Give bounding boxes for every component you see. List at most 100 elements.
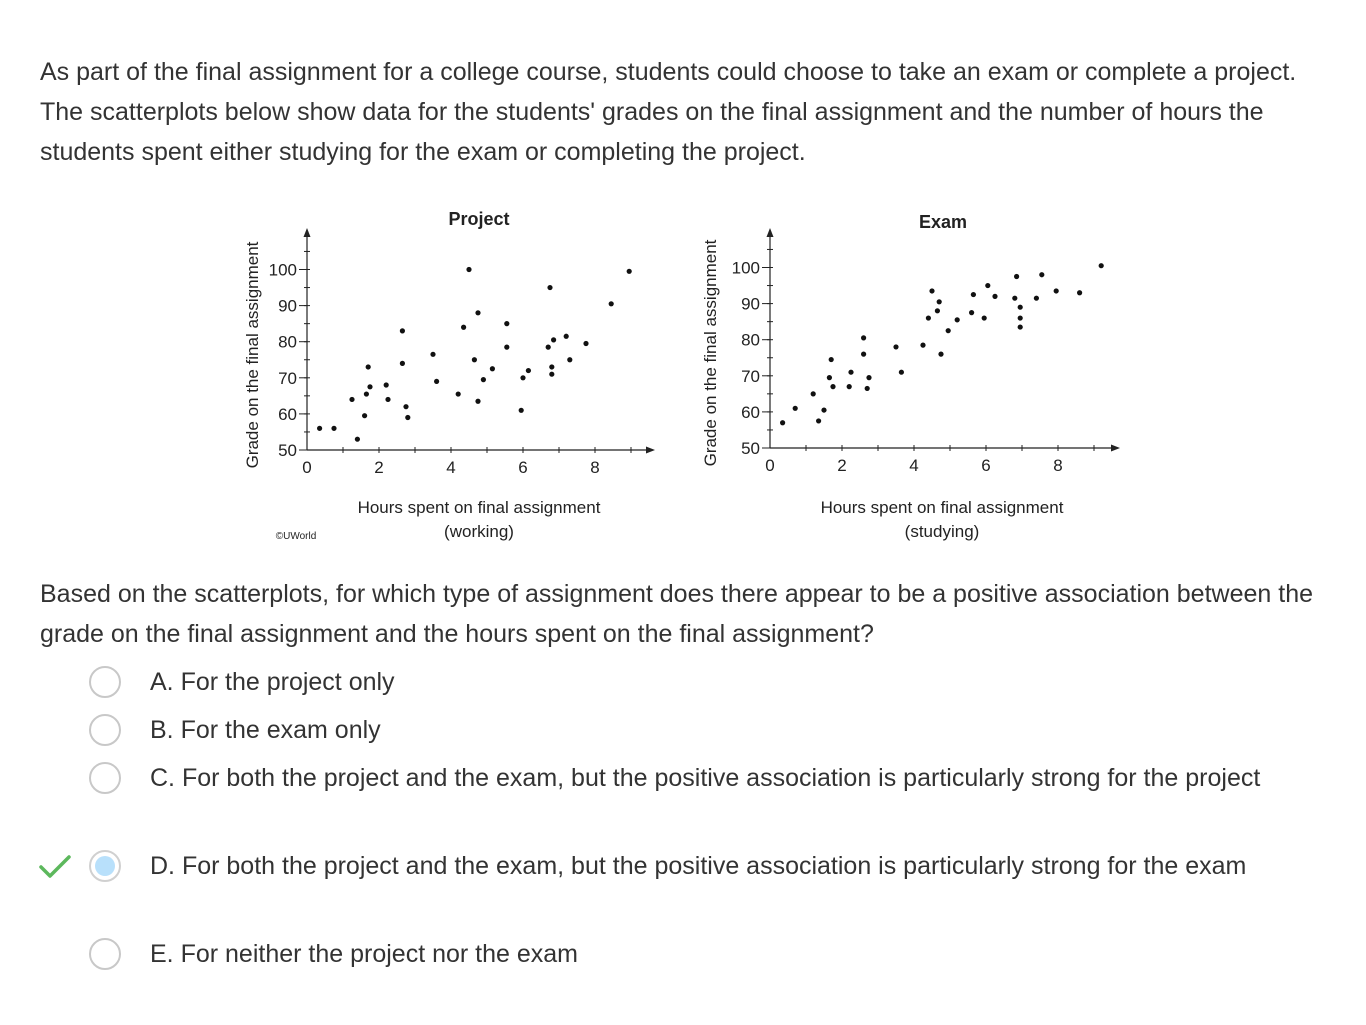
chart-exam-point	[861, 351, 867, 357]
chart-exam-point	[866, 375, 872, 381]
chart-project-point	[563, 333, 569, 339]
chart-exam-x-axis-arrow	[1111, 444, 1120, 452]
chart-exam-point	[830, 384, 836, 390]
chart-project-y-tick-label: 100	[269, 261, 297, 280]
chart-project-point	[525, 367, 532, 374]
chart-project-point	[480, 377, 486, 383]
chart-project-y-tick-label: 90	[278, 297, 297, 316]
chart-exam-point	[1077, 290, 1083, 296]
chart-project-x-tick-label: 2	[374, 458, 383, 477]
chart-exam-y-tick-label: 100	[732, 259, 760, 278]
chart-project-point	[349, 396, 355, 403]
chart-project-point	[551, 337, 557, 343]
chart-exam-point	[1033, 295, 1039, 301]
chart-exam-y-label: Grade on the final assignment	[701, 239, 720, 466]
chart-project-point	[547, 284, 553, 291]
choice-label[interactable]: C. For both the project and the exam, bu…	[150, 764, 1261, 792]
chart-project-point	[475, 310, 481, 316]
chart-exam-y-tick-label: 80	[741, 331, 760, 350]
chart-exam-point	[1098, 263, 1104, 269]
chart-exam-point	[780, 420, 786, 426]
chart-project-point	[626, 268, 632, 274]
chart-project-point	[354, 436, 360, 442]
chart-exam-point	[1053, 288, 1059, 294]
chart-exam-point	[810, 391, 816, 397]
question-stem: As part of the final assignment for a co…	[40, 58, 1297, 166]
chart-project-point	[608, 301, 614, 307]
chart-project-point	[365, 364, 371, 370]
choice-label[interactable]: E. For neither the project nor the exam	[150, 940, 578, 968]
scatterplots-svg: 0 2 4 6 8 50 60 70 80 90 100 Project Grade on the fi…	[243, 209, 1120, 542]
radio-button[interactable]	[89, 938, 121, 970]
chart-project-point	[317, 425, 323, 431]
chart-project-point	[399, 360, 405, 366]
chart-exam-point	[821, 407, 827, 413]
chart-exam-point	[920, 342, 926, 348]
chart-project-point	[567, 357, 573, 363]
chart-exam-point	[864, 385, 870, 392]
chart-project-point	[367, 384, 373, 390]
chart-exam-point	[898, 369, 905, 375]
chart-exam-point	[934, 308, 941, 314]
choice-label[interactable]: B. For the exam only	[150, 716, 381, 744]
question-prompt: Based on the scatterplots, for which typ…	[40, 580, 1313, 648]
chart-project-x-tick-label: 4	[446, 458, 455, 477]
chart-project-point	[504, 344, 510, 350]
radio-button[interactable]	[89, 850, 121, 882]
chart-project-x-tick-label: 8	[590, 458, 599, 477]
chart-exam-point	[816, 418, 822, 424]
radio-button[interactable]	[89, 714, 121, 746]
chart-project-x-tick-label: 0	[302, 458, 311, 477]
chart-exam-point	[826, 375, 833, 381]
chart-exam-point	[828, 356, 834, 363]
chart-exam-point	[925, 315, 932, 321]
chart-project-point	[545, 344, 551, 350]
chart-exam-point	[861, 335, 867, 341]
chart-project-point	[385, 396, 391, 403]
chart-project-point	[331, 425, 337, 431]
chart-project-point	[399, 328, 405, 334]
choice-label[interactable]: D. For both the project and the exam, bu…	[150, 852, 1247, 880]
chart-project-x-label-sub: (working)	[444, 522, 514, 541]
chart-exam-point	[846, 384, 852, 390]
chart-project-point	[549, 364, 555, 370]
chart-project-y-tick-label: 50	[278, 441, 297, 460]
radio-button[interactable]	[89, 666, 121, 698]
choice-label[interactable]: A. For the project only	[150, 668, 395, 696]
chart-exam-point	[1039, 272, 1045, 278]
chart-exam-point	[970, 291, 977, 298]
chart-project-y-axis-arrow	[303, 228, 311, 237]
chart-exam-y-tick-label: 90	[741, 295, 760, 314]
chart-project-title: Project	[448, 209, 509, 229]
chart-project-point	[504, 321, 510, 327]
chart-exam-y-tick-label: 60	[741, 403, 760, 422]
checkmark-icon	[39, 855, 71, 878]
chart-project-point	[475, 398, 481, 404]
chart-project-point	[518, 407, 524, 413]
chart-project-y-tick-label: 80	[278, 333, 297, 352]
chart-exam-point	[936, 299, 942, 305]
chart-project-x-axis-arrow	[646, 446, 655, 454]
chart-project-point	[403, 404, 409, 410]
chart-exam-point	[992, 293, 998, 299]
chart-project-point	[549, 371, 555, 377]
chart-exam-x-tick-label: 6	[981, 456, 990, 475]
chart-project-y-tick-label: 60	[278, 405, 297, 424]
chart-exam-point	[929, 288, 935, 294]
chart-project-point	[471, 357, 477, 363]
chart-exam-y-tick-label: 50	[741, 439, 760, 458]
chart-exam-point	[985, 282, 991, 289]
chart-exam-point	[945, 328, 951, 334]
chart-project-point	[363, 391, 369, 397]
scatterplot-figure: 0 2 4 6 8 50 60 70 80 90 100 Project Grade on the fi…	[0, 195, 1366, 555]
chart-exam-title: Exam	[919, 212, 967, 232]
chart-exam-point	[1017, 324, 1023, 330]
chart-project-x-label: Hours spent on final assignment	[358, 498, 601, 517]
chart-exam-point	[954, 317, 960, 323]
chart-project-point	[455, 391, 461, 397]
chart-exam-y-tick-label: 70	[741, 367, 760, 386]
chart-exam-point	[981, 315, 987, 321]
chart-exam-point	[1017, 304, 1023, 310]
radio-button[interactable]	[89, 762, 121, 794]
chart-exam-x-tick-label: 2	[837, 456, 846, 475]
